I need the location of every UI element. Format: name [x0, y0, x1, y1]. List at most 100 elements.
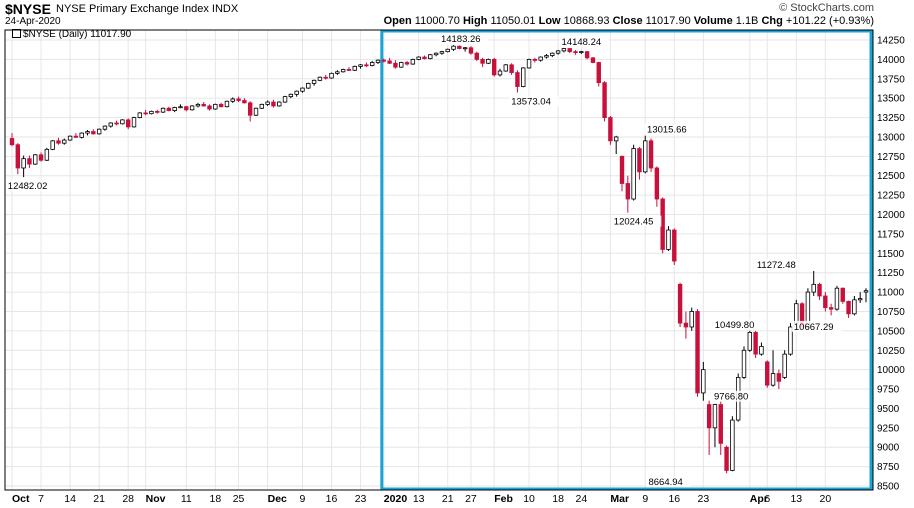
candle-body: [108, 122, 113, 127]
annotation-bg: [438, 33, 489, 45]
candle-body: [178, 106, 183, 109]
candle-body: [474, 52, 479, 60]
candle-body: [404, 62, 410, 65]
candle: [393, 60, 398, 69]
candle-body: [480, 58, 485, 64]
y-tick-label: 8750: [877, 462, 900, 473]
candle: [15, 143, 21, 175]
watermark: © StockCharts.com: [779, 2, 874, 14]
candle-body: [695, 311, 700, 394]
candle-body: [724, 446, 729, 471]
candle: [573, 50, 578, 55]
candle-body: [201, 103, 206, 107]
y-tick-label: 11000: [877, 288, 905, 299]
candle-body: [189, 105, 195, 111]
y-tick-label: 11750: [877, 229, 905, 240]
candle: [613, 135, 619, 155]
candle: [410, 58, 416, 65]
x-tick-label: 6: [764, 493, 770, 505]
candle-body: [282, 96, 288, 103]
x-tick-label: 9: [642, 493, 648, 505]
candle: [648, 138, 654, 172]
candle: [811, 270, 816, 296]
value-annotation: 13573.04: [509, 95, 559, 108]
candle-body: [526, 58, 532, 69]
candle: [21, 155, 26, 178]
candle: [759, 342, 764, 356]
annotation-bg: [611, 215, 662, 227]
value-annotation: 9766.80: [712, 390, 756, 403]
candle-body: [38, 154, 44, 161]
candle-body: [643, 140, 648, 173]
candle-body: [102, 125, 108, 130]
candle: [358, 64, 363, 69]
candle: [701, 361, 706, 401]
candle: [172, 106, 177, 113]
y-tick-label: 12250: [877, 191, 905, 202]
candle-body: [422, 56, 427, 60]
candle: [718, 400, 723, 455]
value-annotation: 13015.66: [645, 123, 695, 136]
candle-body: [184, 106, 189, 111]
x-tick-label: 16: [326, 493, 338, 505]
y-tick-label: 10500: [877, 326, 905, 337]
candle-body: [137, 112, 143, 118]
candle-body: [654, 167, 660, 200]
candle: [288, 93, 294, 99]
candle: [137, 112, 143, 119]
candle-body: [33, 154, 38, 165]
candle: [259, 103, 265, 110]
candle: [369, 60, 375, 67]
candle: [770, 350, 776, 387]
series-legend: $NYSE (Daily) 11017.90: [12, 29, 131, 40]
candle-body: [555, 50, 561, 54]
y-tick-label: 13750: [877, 74, 905, 85]
candle: [584, 50, 590, 60]
candle-body: [648, 140, 654, 169]
highlight-box-layer: [380, 29, 873, 491]
candle-body: [689, 311, 694, 328]
candle-body: [451, 45, 456, 50]
candle: [747, 330, 753, 352]
low-label: Low: [538, 15, 561, 27]
candle-body: [701, 369, 706, 394]
y-tick-label: 10750: [877, 307, 905, 318]
candle-body: [468, 47, 474, 54]
candle: [637, 147, 642, 180]
candle: [381, 58, 387, 63]
grid-lines: [5, 30, 873, 490]
candle-body: [364, 64, 369, 67]
legend-text: $NYSE (Daily) 11017.90: [23, 29, 132, 40]
candle-body: [50, 140, 55, 150]
candle: [207, 104, 212, 111]
candle-body: [131, 117, 137, 128]
candle: [294, 90, 299, 97]
legend-swatch: [12, 29, 21, 38]
candle: [863, 288, 869, 303]
candle-body: [15, 144, 21, 169]
candle-body: [265, 101, 270, 105]
candle: [532, 57, 538, 63]
candle-body: [846, 300, 851, 315]
candle: [300, 87, 305, 93]
candle-body: [631, 148, 636, 200]
candle-body: [73, 135, 79, 138]
candle-body: [27, 158, 32, 165]
y-tick-label: 14250: [877, 36, 905, 47]
candle-body: [602, 82, 607, 118]
candle-body: [410, 58, 416, 65]
candle-body: [224, 100, 230, 108]
candle-body: [683, 322, 689, 328]
x-tick-label: Nov: [146, 493, 166, 505]
candle: [108, 122, 113, 128]
candle: [73, 133, 79, 138]
annotation-label: 10499.80: [715, 320, 755, 331]
candle: [840, 287, 845, 304]
candle-body: [143, 112, 148, 115]
candle-body: [776, 373, 782, 382]
open-label: Open: [383, 15, 412, 27]
candle: [625, 175, 631, 213]
candle: [439, 50, 445, 55]
y-tick-label: 9500: [877, 404, 900, 415]
y-tick-label: 11500: [877, 249, 905, 260]
